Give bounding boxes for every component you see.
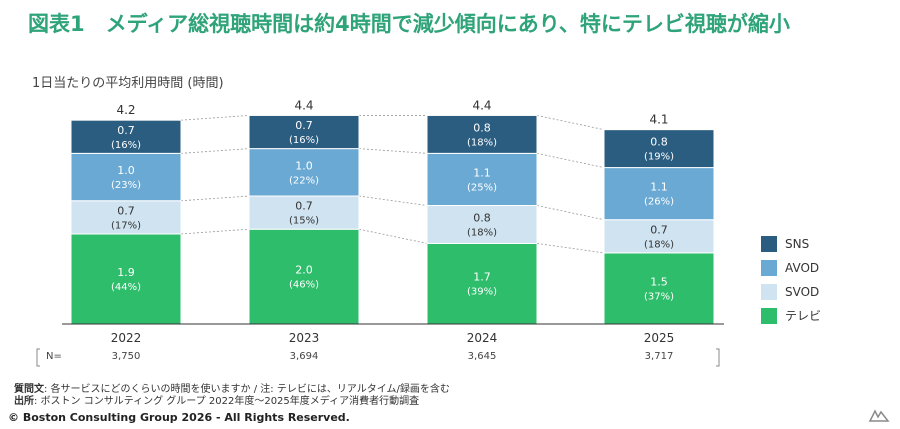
total-label: 4.4 — [294, 98, 313, 112]
page-title: 図表1 メディア総視聴時間は約4時間で減少傾向にあり、特にテレビ視聴が縮小 — [28, 12, 790, 36]
x-tick-label: 2025 — [644, 331, 675, 345]
legend-swatch — [761, 284, 777, 300]
share-label: (23%) — [111, 180, 141, 191]
connector-line — [180, 195, 250, 202]
legend-label: テレビ — [785, 309, 821, 323]
bar-segment — [426, 152, 538, 206]
legend-label: AVOD — [785, 261, 819, 275]
bar-segment — [603, 167, 715, 221]
total-label: 4.2 — [116, 103, 135, 117]
bar-segment — [70, 233, 182, 325]
sample-size: 3,645 — [468, 351, 497, 362]
share-label: (46%) — [289, 280, 319, 291]
bar-segment — [248, 195, 360, 230]
publisher-logo-icon — [868, 409, 890, 422]
sample-size: 3,717 — [645, 351, 674, 362]
sample-bracket-left — [36, 348, 40, 367]
source-text: : ボストン コンサルティング グループ 2022年度～2025年度メディア消費… — [34, 396, 420, 407]
source-note: 出所: ボストン コンサルティング グループ 2022年度～2025年度メディア… — [14, 396, 450, 408]
share-label: (25%) — [467, 182, 497, 193]
x-tick-label: 2023 — [289, 331, 320, 345]
connector-line — [536, 243, 605, 254]
connector-line — [180, 148, 250, 154]
footnotes: 質問文: 各サービスにどのくらいの時間を使いますか / 注: テレビには、リアル… — [14, 384, 450, 408]
sample-size: 3,694 — [290, 351, 319, 362]
sample-bracket-right — [716, 348, 720, 367]
data-label: 0.8 — [473, 121, 491, 134]
share-label: (22%) — [289, 175, 319, 186]
share-label: (18%) — [644, 239, 674, 250]
legend-label: SVOD — [785, 285, 819, 299]
data-label: 0.8 — [650, 136, 668, 149]
share-label: (26%) — [644, 197, 674, 208]
bar-segment — [603, 252, 715, 325]
share-label: (16%) — [111, 140, 141, 151]
legend-swatch — [761, 236, 777, 252]
total-label: 4.1 — [649, 113, 668, 127]
data-label: 1.7 — [473, 271, 491, 284]
data-label: 1.1 — [473, 166, 491, 179]
share-label: (39%) — [467, 287, 497, 298]
legend-label: SNS — [785, 237, 809, 251]
question-text: : 各サービスにどのくらいの時間を使いますか / 注: テレビには、リアルタイム… — [44, 384, 450, 395]
copyright: © Boston Consulting Group 2026 - All Rig… — [8, 411, 350, 424]
share-label: (18%) — [467, 227, 497, 238]
data-label: 0.7 — [650, 223, 668, 236]
bar-segment — [70, 119, 182, 154]
share-label: (44%) — [111, 282, 141, 293]
total-label: 4.4 — [472, 98, 491, 112]
source-label: 出所 — [14, 396, 34, 407]
data-label: 1.0 — [295, 159, 313, 172]
connector-line — [358, 228, 428, 244]
data-label: 0.7 — [295, 119, 313, 132]
share-label: (37%) — [644, 291, 674, 302]
bar-segment — [248, 148, 360, 197]
bar-segment — [70, 152, 182, 202]
question-note: 質問文: 各サービスにどのくらいの時間を使いますか / 注: テレビには、リアル… — [14, 384, 450, 396]
data-label: 0.7 — [117, 124, 135, 137]
data-label: 0.7 — [295, 200, 313, 213]
data-label: 1.5 — [650, 275, 668, 288]
bar-segment — [426, 242, 538, 325]
connector-line — [536, 205, 605, 221]
legend-swatch — [761, 308, 777, 324]
x-tick-label: 2022 — [111, 331, 142, 345]
data-label: 0.7 — [117, 204, 135, 217]
bar-segment — [248, 114, 360, 150]
connector-line — [536, 115, 605, 131]
connector-line — [536, 152, 605, 168]
data-label: 1.9 — [117, 266, 135, 279]
bar-segment — [603, 129, 715, 169]
bar-segment — [603, 219, 715, 254]
x-tick-label: 2024 — [467, 331, 498, 345]
connector-line — [358, 195, 428, 206]
share-label: (15%) — [289, 216, 319, 227]
share-label: (19%) — [644, 152, 674, 163]
data-label: 2.0 — [295, 264, 313, 277]
bar-segment — [426, 114, 538, 154]
sample-size: 3,750 — [112, 351, 141, 362]
connector-line — [180, 228, 250, 235]
share-label: (17%) — [111, 220, 141, 231]
sample-size-label: N= — [46, 351, 62, 362]
data-label: 0.8 — [473, 211, 491, 224]
data-label: 1.1 — [650, 181, 668, 194]
legend-swatch — [761, 260, 777, 276]
connector-line — [180, 115, 250, 121]
question-label: 質問文 — [14, 384, 44, 395]
share-label: (18%) — [467, 137, 497, 148]
bar-segment — [426, 205, 538, 244]
chart-subtitle: 1日当たりの平均利用時間 (時間) — [32, 76, 224, 91]
data-label: 1.0 — [117, 164, 135, 177]
bar-segment — [248, 228, 360, 325]
connector-line — [358, 148, 428, 154]
share-label: (16%) — [289, 135, 319, 146]
